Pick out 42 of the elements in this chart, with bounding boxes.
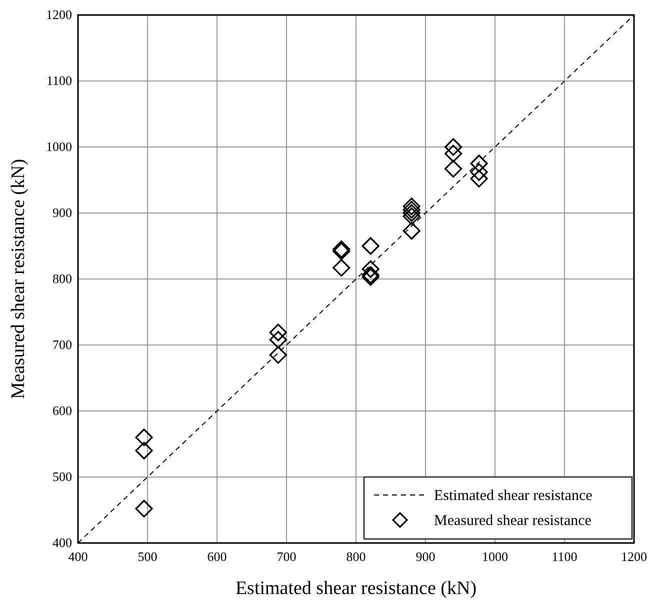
point (135, 442, 153, 460)
point (269, 324, 287, 342)
y-axis-title: Measured shear resistance (kN) (8, 158, 29, 400)
y-tick-label: 700 (52, 337, 72, 352)
point (402, 204, 420, 222)
point (444, 144, 462, 162)
point (444, 138, 462, 156)
point (135, 500, 153, 518)
x-tick-label: 700 (276, 549, 296, 564)
y-tick-label: 400 (52, 535, 72, 550)
y-tick-label: 1000 (46, 139, 72, 154)
point (135, 428, 153, 446)
y-tick-label: 900 (52, 205, 72, 220)
y-tick-label: 1100 (46, 73, 72, 88)
point (402, 222, 420, 240)
point (269, 346, 287, 364)
x-tick-label: 900 (416, 549, 436, 564)
x-tick-label: 400 (68, 549, 88, 564)
x-tick-label: 1200 (621, 549, 647, 564)
x-tick-label: 500 (138, 549, 158, 564)
point (332, 258, 350, 277)
point (402, 198, 420, 216)
point (402, 208, 420, 226)
point (402, 200, 420, 218)
point (362, 237, 380, 255)
point (444, 160, 462, 178)
point (470, 154, 488, 172)
y-tick-label: 500 (52, 469, 72, 484)
legend-label: Estimated shear resistance (434, 488, 593, 504)
legend-label: Measured shear resistance (434, 513, 592, 529)
x-tick-label: 600 (207, 549, 227, 564)
x-tick-label: 800 (346, 549, 366, 564)
point (470, 170, 488, 188)
x-tick-label: 1000 (482, 549, 508, 564)
y-tick-label: 1200 (46, 7, 72, 22)
y-tick-label: 800 (52, 271, 72, 286)
point (362, 260, 380, 278)
x-axis-title: Estimated shear resistance (kN) (235, 578, 477, 599)
x-tick-label: 1100 (552, 549, 578, 564)
point (470, 163, 488, 181)
point (269, 330, 287, 349)
y-tick-label: 600 (52, 403, 72, 418)
